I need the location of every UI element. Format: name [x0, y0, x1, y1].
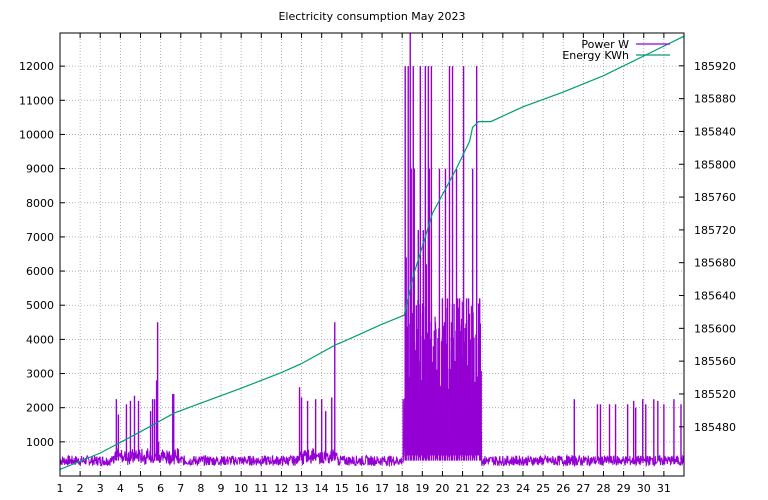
- x-tick-label: 17: [375, 482, 389, 495]
- y-right-tick-label: 185920: [694, 60, 736, 73]
- x-tick-label: 22: [476, 482, 490, 495]
- y-right-tick-label: 185480: [694, 421, 736, 434]
- x-tick-label: 21: [456, 482, 470, 495]
- energy-series-line: [59, 35, 685, 470]
- x-tick-label: 10: [234, 482, 248, 495]
- x-tick-label: 3: [97, 482, 104, 495]
- x-tick-label: 25: [536, 482, 550, 495]
- x-tick-label: 12: [274, 482, 288, 495]
- legend-label: Energy KWh: [562, 49, 629, 62]
- legend-label: Power W: [581, 38, 629, 51]
- y-right-tick-label: 185640: [694, 290, 736, 303]
- x-tick-label: 28: [596, 482, 610, 495]
- y-left-tick-label: 1000: [26, 436, 54, 449]
- plot-frame: [59, 32, 685, 477]
- x-tick-label: 6: [157, 482, 164, 495]
- y-left-tick-label: 8000: [26, 197, 54, 210]
- y-left-tick-label: 11000: [19, 94, 54, 107]
- x-tick-label: 15: [335, 482, 349, 495]
- y-right-tick-label: 185680: [694, 257, 736, 270]
- x-tick-label: 23: [496, 482, 510, 495]
- power-series-line: [59, 397, 685, 468]
- x-tick-label: 1: [57, 482, 64, 495]
- x-tick-label: 9: [218, 482, 225, 495]
- x-tick-label: 5: [137, 482, 144, 495]
- y-left-tick-label: 7000: [26, 231, 54, 244]
- y-left-tick-label: 3000: [26, 368, 54, 381]
- x-tick-label: 31: [657, 482, 671, 495]
- y-left-tick-label: 4000: [26, 333, 54, 346]
- y-right-tick-label: 185560: [694, 355, 736, 368]
- x-tick-label: 19: [415, 482, 429, 495]
- y-left-tick-label: 6000: [26, 265, 54, 278]
- x-tick-label: 4: [117, 482, 124, 495]
- y-left-tick-label: 10000: [19, 128, 54, 141]
- x-tick-label: 20: [435, 482, 449, 495]
- grid: [60, 33, 684, 476]
- x-tick-label: 2: [77, 482, 84, 495]
- y-left-tick-label: 12000: [19, 60, 54, 73]
- x-tick-label: 7: [177, 482, 184, 495]
- chart-title: Electricity consumption May 2023: [278, 10, 465, 23]
- y-left-tick-label: 2000: [26, 402, 54, 415]
- ticks: 1 2 3 4 5 6 7 8 9 10 11 12 13 14 15 16 17 18 19 20 21 22 23 24 2…: [19, 33, 736, 495]
- y-right-tick-label: 185840: [694, 125, 736, 138]
- series-layer: [59, 33, 685, 470]
- x-tick-label: 30: [637, 482, 651, 495]
- y-left-tick-label: 9000: [26, 163, 54, 176]
- x-tick-label: 26: [556, 482, 570, 495]
- x-tick-label: 8: [197, 482, 204, 495]
- x-tick-label: 14: [315, 482, 329, 495]
- x-tick-label: 13: [295, 482, 309, 495]
- y-right-tick-label: 185760: [694, 191, 736, 204]
- y-right-tick-label: 185520: [694, 388, 736, 401]
- y-right-tick-label: 185720: [694, 224, 736, 237]
- x-tick-label: 27: [576, 482, 590, 495]
- y-right-tick-label: 185880: [694, 93, 736, 106]
- y-right-tick-label: 185800: [694, 158, 736, 171]
- y-right-tick-label: 185600: [694, 322, 736, 335]
- x-tick-label: 24: [516, 482, 530, 495]
- x-tick-label: 11: [254, 482, 268, 495]
- x-tick-label: 16: [355, 482, 369, 495]
- x-tick-label: 18: [395, 482, 409, 495]
- y-left-tick-label: 5000: [26, 299, 54, 312]
- x-tick-label: 29: [617, 482, 631, 495]
